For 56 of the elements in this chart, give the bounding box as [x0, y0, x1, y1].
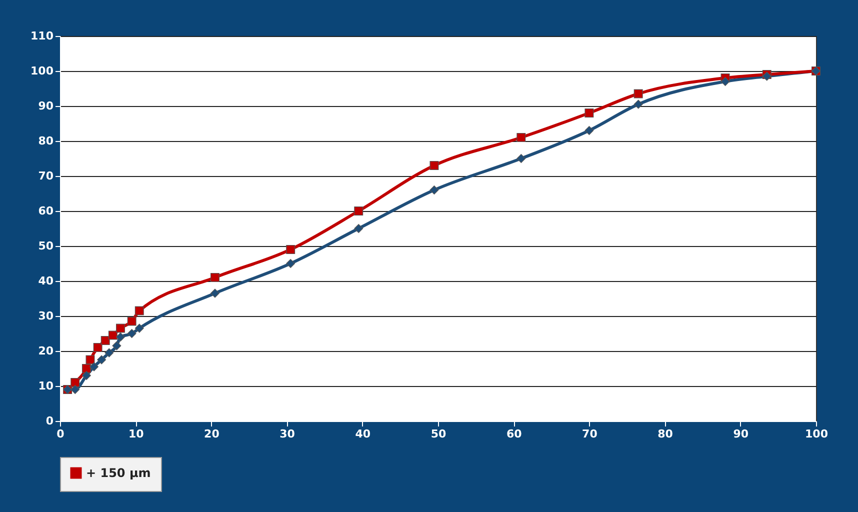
point [127, 316, 136, 326]
point [430, 161, 439, 170]
point [86, 355, 95, 364]
point [634, 100, 643, 109]
y-tick-label: 10 [38, 380, 54, 392]
x-tick-label: 10 [128, 428, 144, 440]
y-tick-label: 90 [38, 100, 54, 112]
point [584, 126, 594, 135]
point [112, 341, 122, 350]
point [70, 385, 80, 394]
y-tick-label: 70 [38, 170, 54, 182]
y-tick-label: 20 [38, 344, 54, 358]
point [116, 332, 125, 342]
x-tick-label: 0 [56, 428, 65, 440]
x-tick-label: 80 [658, 428, 674, 440]
y-tick-label: 50 [38, 240, 54, 252]
point [286, 259, 296, 268]
y-tick-label: 100 [30, 64, 54, 78]
y-tick-label: 30 [38, 310, 54, 322]
point [93, 343, 102, 352]
point [516, 154, 526, 163]
point [354, 224, 364, 233]
x-tick-label: 30 [280, 428, 296, 440]
point [134, 324, 144, 333]
point [286, 245, 296, 254]
point [70, 378, 80, 387]
point [116, 324, 125, 333]
x-tick-label: 40 [355, 428, 371, 440]
point [97, 355, 106, 364]
x-tick-label: 20 [204, 428, 220, 440]
point [108, 330, 118, 340]
point [127, 329, 136, 338]
point [90, 362, 99, 372]
legend-label: + 150 µm [86, 466, 151, 480]
x-tick-label: 90 [733, 428, 749, 440]
y-tick-label: 0 [46, 414, 54, 428]
x-tick-label: 100 [805, 428, 828, 440]
point [210, 273, 220, 282]
point [210, 288, 220, 298]
x-tick-label: 70 [582, 428, 598, 440]
point [104, 348, 114, 358]
y-tick-label: 60 [38, 204, 54, 218]
point [134, 306, 144, 316]
point [354, 206, 364, 216]
point [584, 108, 594, 118]
point [100, 336, 110, 345]
y-tick-label: 40 [38, 274, 54, 288]
point [634, 89, 643, 98]
point [82, 371, 91, 380]
y-tick-label: 80 [38, 134, 54, 148]
point [720, 77, 730, 86]
y-tick-label: 110 [30, 30, 54, 42]
x-tick-label: 50 [430, 428, 446, 440]
point [516, 133, 526, 142]
point [430, 186, 439, 194]
x-tick-label: 60 [506, 428, 522, 440]
